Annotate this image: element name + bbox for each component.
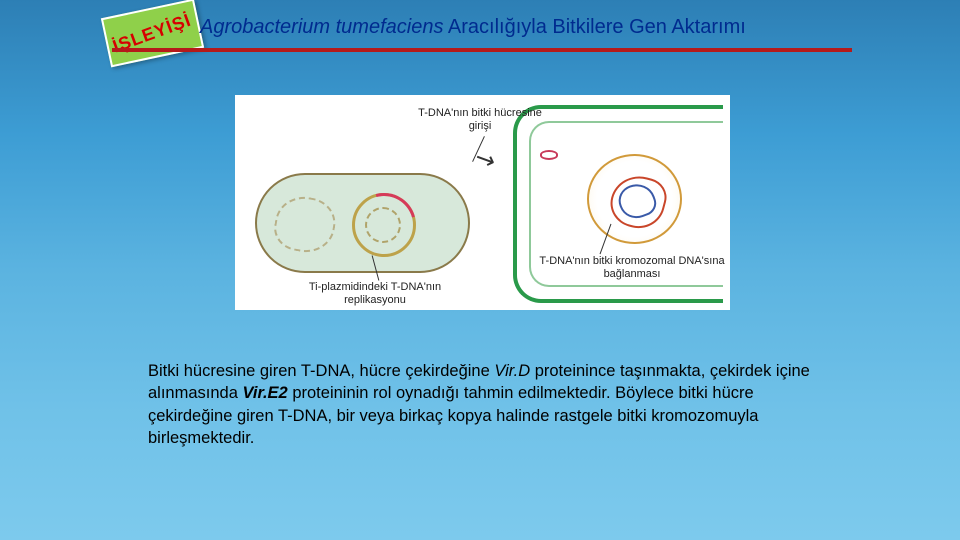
para-em-vird: Vir.D (494, 362, 530, 380)
para-em-vire2: Vir.E2 (242, 384, 287, 402)
tdna-fragment (540, 150, 558, 160)
title-italic: Agrobacterium tumefaciens (200, 16, 443, 38)
transfer-arrow-icon: ↘ (470, 142, 500, 177)
body-paragraph: Bitki hücresine giren T-DNA, hücre çekir… (148, 360, 828, 449)
para-seg: Bitki hücresine giren T-DNA, hücre çekir… (148, 362, 494, 380)
process-badge: İŞLEYİŞİ (101, 0, 204, 67)
title-rest: Aracılığıyla Bitkilere Gen Aktarımı (443, 16, 745, 38)
label-binding: T-DNA'nın bitki kromozomal DNA'sına bağl… (537, 255, 727, 281)
label-tdna-entry: T-DNA'nın bitki hücresine girişi (415, 107, 545, 133)
gene-transfer-diagram: ↘ T-DNA'nın bitki hücresine girişi Ti-pl… (235, 95, 730, 310)
plasmid-inner (365, 207, 401, 243)
title-underline (112, 48, 852, 52)
agrobacterium-cell (255, 173, 470, 273)
plant-nucleus (587, 154, 682, 244)
label-replication: Ti-plazmidindeki T-DNA'nın replikasyonu (280, 281, 470, 307)
bacterial-chromosome (271, 192, 340, 257)
slide-title: Agrobacterium tumefaciens Aracılığıyla B… (200, 16, 746, 39)
